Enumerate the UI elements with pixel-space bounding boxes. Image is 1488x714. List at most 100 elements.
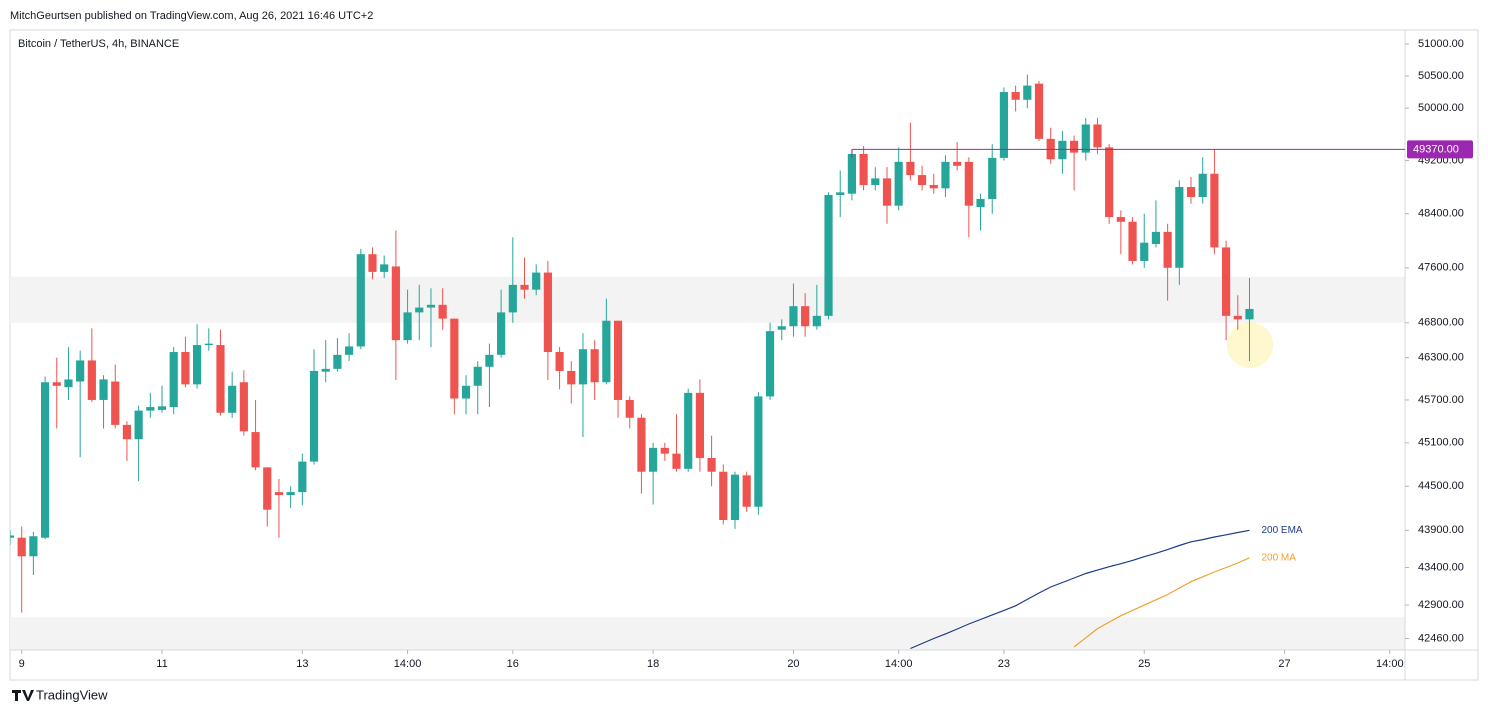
candle-body [274, 492, 284, 496]
candle-body [871, 178, 880, 186]
candle-body [40, 382, 50, 538]
candle-body [742, 475, 751, 507]
highlight [1227, 322, 1273, 368]
candle-body [64, 379, 73, 388]
candle-body [929, 185, 938, 189]
candle-body [461, 385, 471, 399]
x-tick-label: 18 [647, 658, 659, 670]
y-tick-label: 42900.00 [1418, 599, 1464, 611]
x-tick-label: 13 [296, 658, 308, 670]
candle-body [333, 354, 342, 369]
candle-body [613, 320, 623, 400]
candle-body [789, 306, 798, 327]
candle-body [719, 471, 728, 520]
x-tick-label: 23 [998, 658, 1010, 670]
candle-body [1034, 83, 1044, 139]
y-tick-label: 42460.00 [1418, 632, 1464, 644]
candle-body [169, 352, 178, 408]
zones [10, 276, 1405, 650]
y-tick-label: 44500.00 [1418, 480, 1464, 492]
candle-body [99, 379, 108, 400]
candle-body [1245, 308, 1254, 320]
x-tick-label: 14:00 [394, 658, 422, 670]
candle-body [216, 345, 225, 413]
candle-body [812, 315, 821, 327]
candle-body [1011, 92, 1020, 100]
candle-body [228, 385, 237, 413]
candle-body [836, 192, 845, 196]
chart-frame [9, 29, 1479, 681]
candle-body [391, 266, 400, 341]
x-tick-label: 27 [1278, 658, 1290, 670]
candle-body [649, 447, 658, 472]
candle-body [1222, 247, 1231, 316]
candle-body [134, 410, 143, 440]
brand-logo [12, 690, 34, 701]
candle-body [894, 161, 903, 206]
candle-body [801, 306, 810, 327]
candle-body [309, 370, 319, 462]
candle-body [263, 467, 272, 510]
candle-body [660, 447, 669, 454]
candle-body [17, 537, 26, 557]
candle-body [450, 318, 459, 399]
candle-body [1140, 242, 1149, 261]
candle-body [707, 457, 716, 472]
candle-body [473, 366, 482, 386]
candle-body [1198, 173, 1207, 198]
candle-body [1210, 173, 1219, 248]
y-tick-label: 45700.00 [1418, 394, 1464, 406]
candle-body [1058, 140, 1067, 160]
candle-body [1023, 85, 1032, 100]
candle-body [988, 157, 997, 200]
candle-body [684, 392, 693, 469]
candle-body [380, 264, 389, 272]
candle-body [1186, 187, 1196, 198]
candle-body [1116, 217, 1125, 222]
candle-body [906, 161, 915, 176]
indicator-label: 200 MA [1261, 552, 1296, 563]
candle-body [29, 536, 38, 557]
candle-body [625, 399, 634, 418]
candle-body [695, 392, 704, 458]
candle-body [321, 368, 330, 372]
candle-body [976, 199, 985, 208]
candle-body [426, 304, 436, 308]
zone [10, 276, 1405, 323]
x-tick-label: 11 [156, 658, 167, 670]
candle-body [192, 345, 202, 385]
candle-body [10, 535, 15, 538]
x-tick-label: 25 [1138, 658, 1150, 670]
candle-body [602, 320, 611, 383]
candle-body [824, 195, 833, 316]
candle-body [87, 360, 96, 400]
candle-body [497, 312, 506, 355]
candle-body [1163, 231, 1172, 268]
y-tick-label: 43900.00 [1418, 524, 1464, 536]
candle-body [1093, 124, 1102, 148]
candle-body [1069, 140, 1079, 153]
candle-body [555, 352, 564, 371]
candle-body [520, 284, 529, 290]
y-tick-label: 47600.00 [1418, 262, 1464, 274]
candle-body [1128, 221, 1137, 261]
candle-body [1151, 231, 1161, 245]
logo-icon [12, 690, 34, 701]
candle-body [637, 417, 646, 472]
candle-body [917, 175, 927, 186]
publish-info: MitchGeurtsen published on TradingView.c… [10, 10, 373, 22]
candle-body [298, 461, 307, 493]
candle-body [532, 272, 541, 290]
candle-body [1105, 147, 1114, 218]
candle-body [146, 407, 155, 411]
y-tick-label: 50000.00 [1418, 102, 1464, 114]
chart-title: Bitcoin / TetherUS, 4h, BINANCE [18, 38, 179, 50]
candle-body [859, 153, 868, 186]
candle-body [76, 360, 85, 382]
y-tick-label: 51000.00 [1418, 38, 1464, 50]
candle-body [368, 254, 377, 272]
candle-body [578, 349, 588, 385]
candle-body [847, 153, 857, 194]
